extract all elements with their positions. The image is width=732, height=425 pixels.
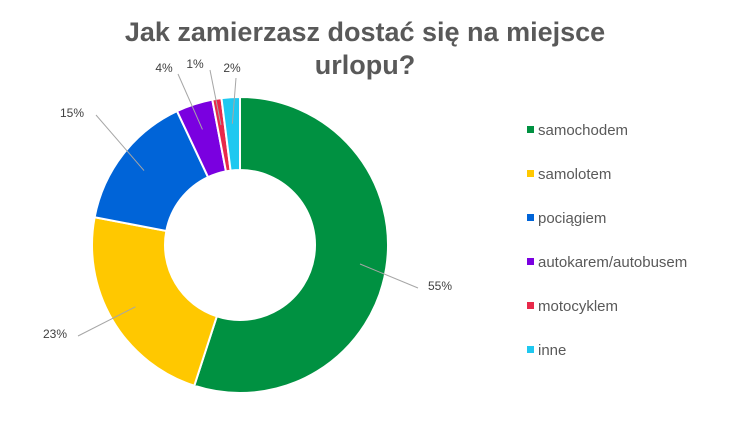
data-label-motocyklem: 1% <box>186 57 204 71</box>
slice-samochodem <box>193 95 389 394</box>
legend-swatch-pociagiem <box>527 214 534 221</box>
leader-line-samolotem <box>77 306 136 337</box>
legend-swatch-inne <box>527 346 534 353</box>
data-label-autokarem-autobusem: 4% <box>155 61 173 75</box>
data-label-pociagiem: 15% <box>60 106 84 120</box>
legend-label-autokarem-autobusem: autokarem/autobusem <box>538 254 687 271</box>
legend-label-inne: inne <box>538 342 566 359</box>
data-label-samolotem: 23% <box>43 327 67 341</box>
slice-samolotem <box>91 216 219 388</box>
chart-title: Jak zamierzasz dostać się na miejsce url… <box>124 17 606 80</box>
legend-label-motocyklem: motocyklem <box>538 298 618 315</box>
legend-swatch-samolotem <box>527 170 534 177</box>
legend-label-samochodem: samochodem <box>538 122 628 139</box>
legend-swatch-samochodem <box>527 126 534 133</box>
slice-inne <box>220 95 241 172</box>
leader-line-pociagiem <box>95 114 145 171</box>
legend-swatch-autokarem-autobusem <box>527 258 534 265</box>
leader-line-motocyklem <box>209 69 222 126</box>
data-label-inne: 2% <box>223 61 241 75</box>
legend-swatch-motocyklem <box>527 302 534 309</box>
leader-line-inne <box>231 77 237 124</box>
legend-label-samolotem: samolotem <box>538 166 611 183</box>
legend-label-pociagiem: pociągiem <box>538 210 606 227</box>
leader-line-autokarem-autobusem <box>177 73 203 130</box>
data-label-samochodem: 55% <box>428 279 452 293</box>
leader-line-samochodem <box>359 263 419 289</box>
